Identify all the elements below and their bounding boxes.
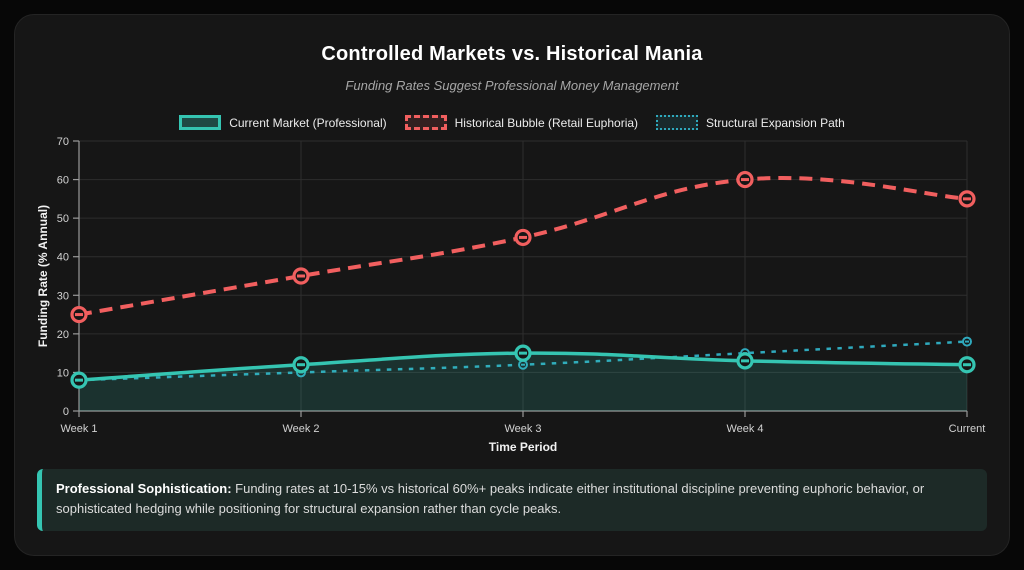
legend-swatch-solid: [179, 115, 222, 130]
insight-callout: Professional Sophistication: Funding rat…: [37, 469, 987, 531]
svg-text:10: 10: [57, 367, 69, 379]
svg-text:60: 60: [57, 175, 69, 187]
insight-callout-body: Funding rates at 10-15% vs historical 60…: [56, 481, 925, 517]
svg-text:30: 30: [57, 290, 69, 302]
chart-card: Controlled Markets vs. Historical Mania …: [14, 14, 1010, 556]
svg-text:40: 40: [57, 252, 69, 264]
legend-swatch-dashed: [404, 115, 447, 130]
svg-text:Week 4: Week 4: [726, 423, 763, 435]
legend-label: Current Market (Professional): [229, 115, 387, 130]
y-axis-title: Funding Rate (% Annual): [36, 205, 50, 347]
chart-subtitle: Funding Rates Suggest Professional Money…: [345, 78, 679, 93]
legend-item-1[interactable]: Current Market (Professional): [179, 115, 387, 130]
chart-legend: Current Market (Professional) Historical …: [15, 115, 1009, 130]
chart-title: Controlled Markets vs. Historical Mania: [321, 43, 703, 65]
legend-swatch-dotted: [656, 115, 699, 130]
svg-text:70: 70: [57, 136, 69, 148]
svg-text:Week 3: Week 3: [504, 423, 541, 435]
insight-callout-heading: Professional Sophistication:: [56, 481, 232, 496]
x-axis-title: Time Period: [489, 440, 557, 454]
svg-text:Current: Current: [949, 423, 986, 435]
svg-text:20: 20: [57, 329, 69, 341]
funding-rate-chart: 0 10 20 30 40 50 60 70 Week 1 Week 2 Week 3 Week 4 C…: [36, 136, 986, 454]
svg-text:Week 2: Week 2: [282, 423, 319, 435]
legend-label: Historical Bubble (Retail Euphoria): [454, 115, 639, 130]
svg-text:0: 0: [63, 406, 69, 418]
svg-text:Week 1: Week 1: [60, 423, 97, 435]
chart-tick-labels-layer: 0 10 20 30 40 50 60 70 Week 1 Week 2 Week 3 Week 4 C…: [57, 136, 986, 435]
svg-text:50: 50: [57, 213, 69, 225]
legend-label: Structural Expansion Path: [706, 115, 845, 130]
chart-series-layer: [70, 170, 976, 411]
legend-item-3[interactable]: Structural Expansion Path: [656, 115, 845, 130]
legend-item-2[interactable]: Historical Bubble (Retail Euphoria): [404, 115, 639, 130]
chart-axes-layer: [73, 140, 968, 417]
